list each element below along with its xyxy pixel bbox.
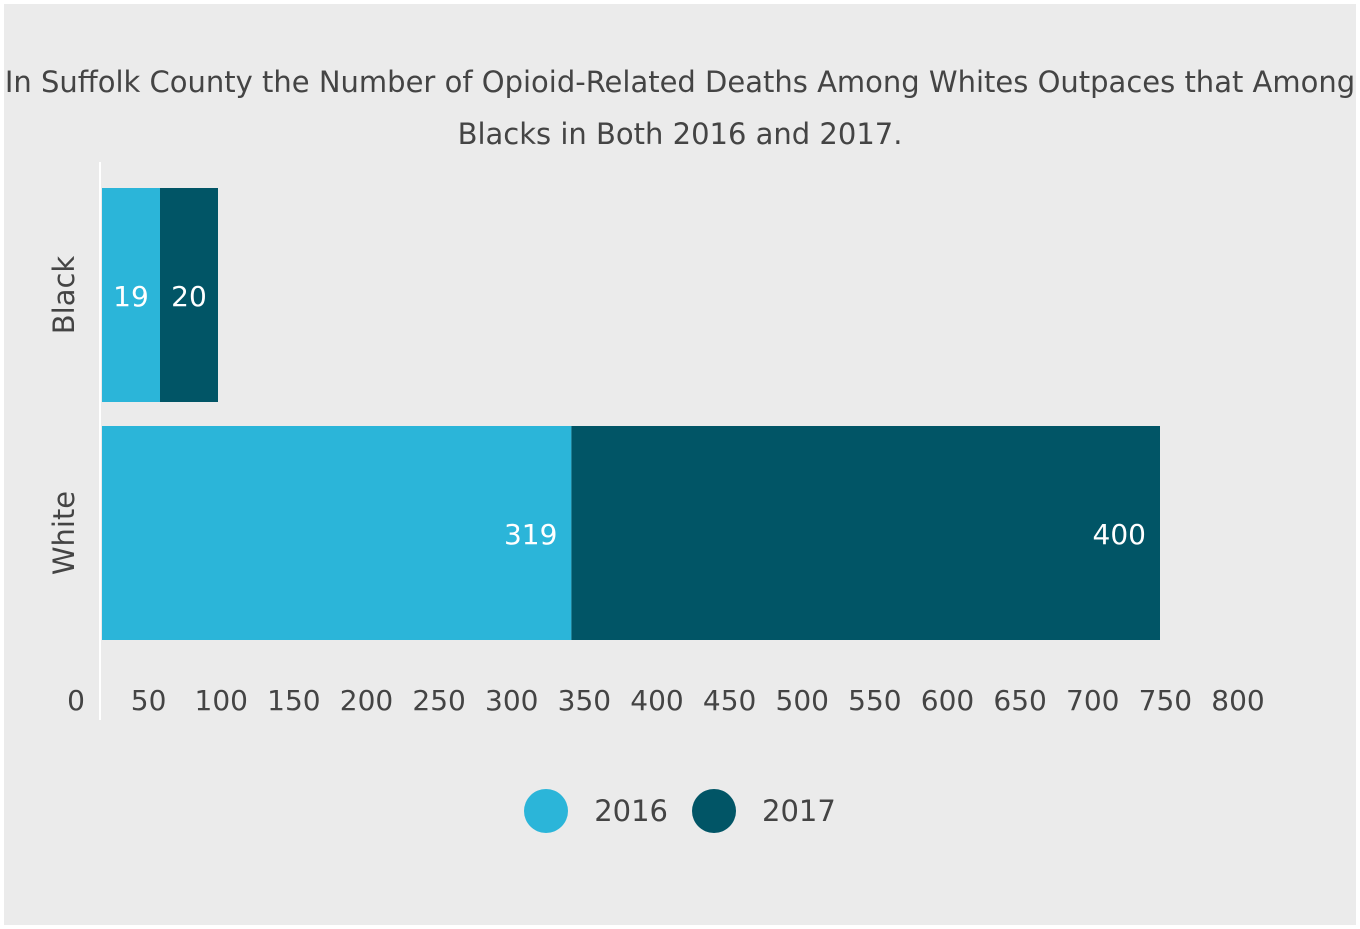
chart-title: In Suffolk County the Number of Opioid-R… (4, 65, 1356, 151)
data-labels: 19 20 319 400 (113, 280, 1146, 551)
x-tick-label-500: 500 (776, 684, 829, 717)
x-tick-label-250: 250 (412, 684, 465, 717)
legend-label-2016: 2016 (594, 794, 668, 828)
x-tick-label-800: 800 (1211, 684, 1264, 717)
category-label-white: White (47, 491, 81, 575)
category-labels: Black White (47, 256, 81, 576)
legend-label-2017: 2017 (762, 794, 836, 828)
category-label-black: Black (47, 256, 81, 335)
x-tick-label-100: 100 (195, 684, 248, 717)
x-tick-label-650: 650 (993, 684, 1046, 717)
bar-black-2016[interactable] (102, 188, 160, 402)
bar-black-2017[interactable] (160, 188, 218, 402)
legend: 2016 2017 (0, 783, 1360, 839)
x-tick-label-450: 450 (703, 684, 756, 717)
x-tick-label-400: 400 (630, 684, 683, 717)
x-axis-ticks: 0 50 100 150 200 250 300 350 400 450 500 550 600 650 7… (67, 684, 1265, 717)
bars (102, 188, 1160, 640)
x-tick-label-750: 750 (1139, 684, 1192, 717)
legend-swatch-2016 (524, 789, 569, 833)
x-tick-label-150: 150 (267, 684, 320, 717)
legend-swatch-2017 (692, 789, 736, 833)
legend-item-2017[interactable]: 2017 (692, 789, 836, 833)
data-label-black-2016: 19 (113, 280, 149, 313)
x-tick-label-200: 200 (340, 684, 393, 717)
data-label-white-2016: 319 (504, 518, 557, 551)
x-tick-label-600: 600 (921, 684, 974, 717)
bar-white-2016[interactable] (102, 426, 572, 640)
x-tick-label-550: 550 (848, 684, 901, 717)
x-tick-label-50: 50 (131, 684, 167, 717)
x-tick-label-700: 700 (1066, 684, 1119, 717)
legend-item-2016[interactable]: 2016 (524, 789, 668, 833)
data-label-black-2017: 20 (171, 280, 207, 313)
x-tick-label-300: 300 (485, 684, 538, 717)
data-label-white-2017: 400 (1093, 518, 1146, 551)
x-tick-label-350: 350 (558, 684, 611, 717)
bar-white-2017[interactable] (571, 426, 1160, 640)
x-tick-label-0: 0 (67, 684, 85, 717)
